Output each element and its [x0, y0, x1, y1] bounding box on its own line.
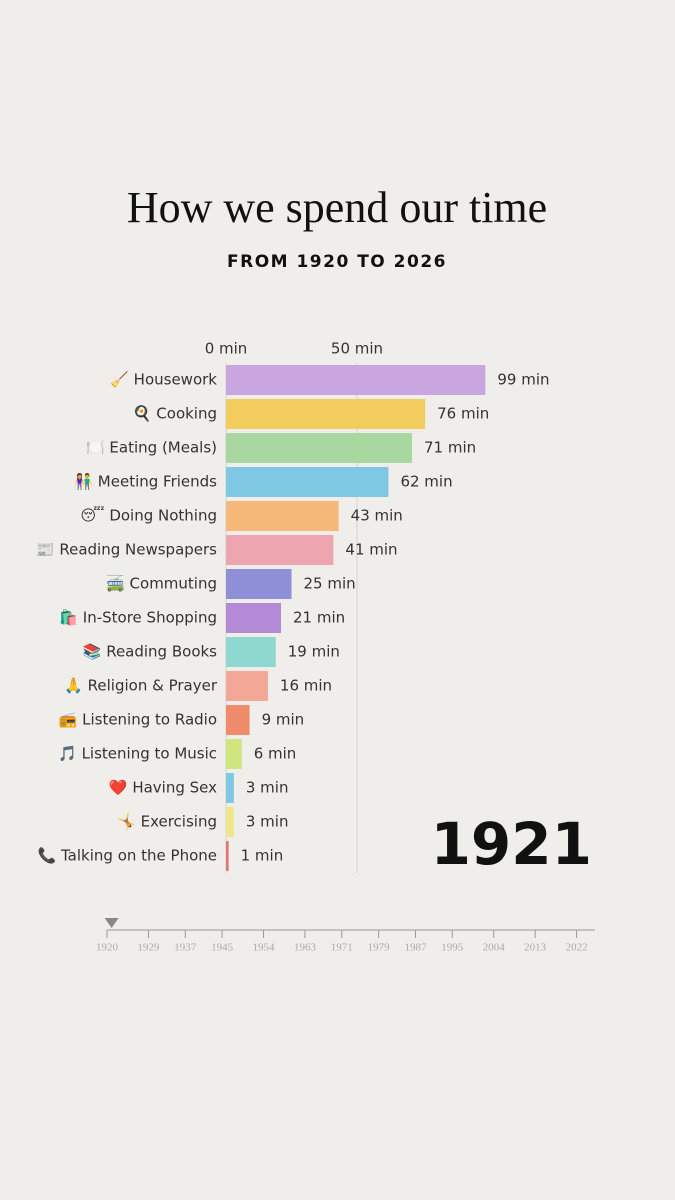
- timeline-label: 1937: [174, 942, 197, 954]
- value-label: 62 min: [400, 473, 452, 491]
- category-label: 🧹 Housework: [110, 371, 217, 389]
- bar: [226, 807, 234, 837]
- chart-subtitle: FROM 1920 TO 2026: [227, 252, 447, 272]
- category-label: 📻 Listening to Radio: [59, 711, 217, 729]
- bar: [226, 773, 234, 803]
- timeline-label: 1979: [368, 942, 391, 954]
- value-label: 1 min: [241, 847, 284, 865]
- bar: [226, 603, 282, 633]
- bar: [226, 671, 268, 701]
- bar: [226, 637, 276, 667]
- timeline-label: 1987: [404, 942, 427, 954]
- category-label: ❤️ Having Sex: [109, 779, 217, 797]
- value-label: 3 min: [246, 813, 289, 831]
- timeline-label: 1995: [441, 942, 464, 954]
- chart-title: How we spend our time: [127, 183, 547, 232]
- bar: [226, 569, 292, 599]
- category-label: 📞 Talking on the Phone: [38, 846, 217, 865]
- x-tick-label: 0 min: [205, 340, 248, 358]
- value-label: 16 min: [280, 677, 332, 695]
- timeline-label: 2004: [483, 942, 506, 954]
- value-label: 19 min: [288, 643, 340, 661]
- value-label: 25 min: [304, 575, 356, 593]
- category-label: 😴 Doing Nothing: [80, 507, 217, 525]
- value-label: 6 min: [254, 745, 297, 763]
- timeline-label: 2013: [524, 942, 547, 954]
- value-label: 9 min: [262, 711, 305, 729]
- value-label: 21 min: [293, 609, 345, 627]
- category-label: 📰 Reading Newspapers: [36, 541, 217, 559]
- bar: [226, 841, 229, 871]
- timeline-marker: [104, 918, 119, 928]
- timeline-label: 1954: [253, 942, 276, 954]
- timeline-label: 1920: [96, 942, 119, 954]
- bar: [226, 365, 486, 395]
- bar: [226, 501, 339, 531]
- category-label: 🛍️ In-Store Shopping: [59, 609, 217, 627]
- timeline-label: 1929: [137, 942, 160, 954]
- bar: [226, 535, 334, 565]
- timeline-label: 1963: [294, 942, 317, 954]
- bar: [226, 467, 389, 497]
- category-label: 🍽️ Eating (Meals): [86, 439, 217, 457]
- bar: [226, 739, 242, 769]
- category-label: 🙏 Religion & Prayer: [64, 677, 218, 695]
- value-label: 71 min: [424, 439, 476, 457]
- value-label: 41 min: [345, 541, 397, 559]
- bar: [226, 399, 426, 429]
- bar: [226, 705, 250, 735]
- category-label: 🚎 Commuting: [106, 575, 217, 593]
- category-label: 🎵 Listening to Music: [58, 745, 217, 763]
- category-label: 🤸 Exercising: [117, 813, 217, 831]
- current-year: 1921: [431, 810, 592, 878]
- timeline-label: 2022: [566, 942, 588, 954]
- value-label: 99 min: [497, 371, 549, 389]
- category-label: 🍳 Cooking: [133, 405, 217, 423]
- category-label: 📚 Reading Books: [83, 643, 217, 661]
- timeline-label: 1971: [331, 942, 353, 954]
- value-label: 76 min: [437, 405, 489, 423]
- value-label: 43 min: [351, 507, 403, 525]
- timeline-label: 1945: [211, 942, 234, 954]
- x-tick-label: 50 min: [331, 340, 383, 358]
- bar: [226, 433, 413, 463]
- value-label: 3 min: [246, 779, 289, 797]
- category-label: 👫 Meeting Friends: [74, 473, 217, 491]
